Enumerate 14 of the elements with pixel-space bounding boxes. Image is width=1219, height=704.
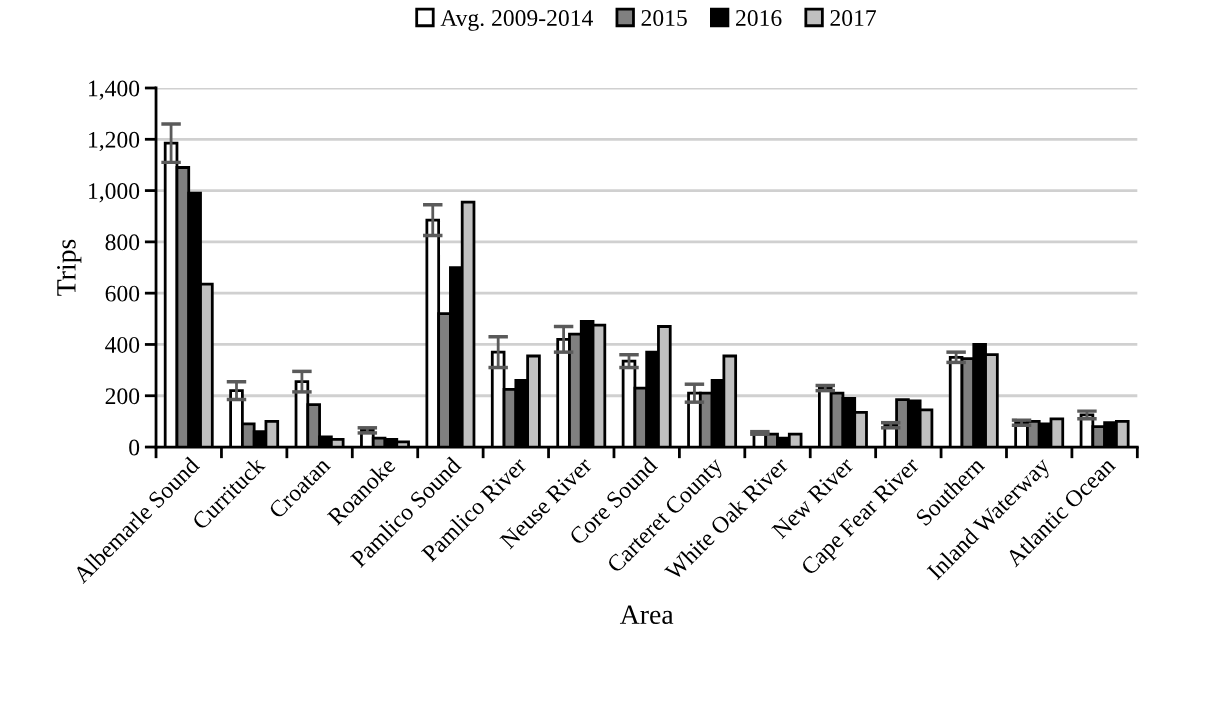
legend-label: 2017	[830, 10, 876, 26]
legend-label: 2016	[736, 10, 782, 26]
y-tick-label: 0	[129, 439, 140, 456]
legend-label: Avg. 2009-2014	[440, 10, 593, 31]
x-axis-title: Area	[619, 605, 674, 625]
y-tick-label: 1,200	[89, 131, 140, 152]
y-tick-label: 1,400	[89, 80, 140, 100]
y-tick-label: 200	[105, 388, 140, 405]
y-tick-label: 400	[105, 336, 140, 353]
y-tick-label: 600	[105, 285, 140, 302]
legend-label: 2015	[641, 10, 687, 26]
y-tick-label: 1,000	[89, 183, 140, 203]
y-tick-label: 800	[105, 234, 140, 251]
y-axis-title: Trips	[57, 239, 82, 296]
